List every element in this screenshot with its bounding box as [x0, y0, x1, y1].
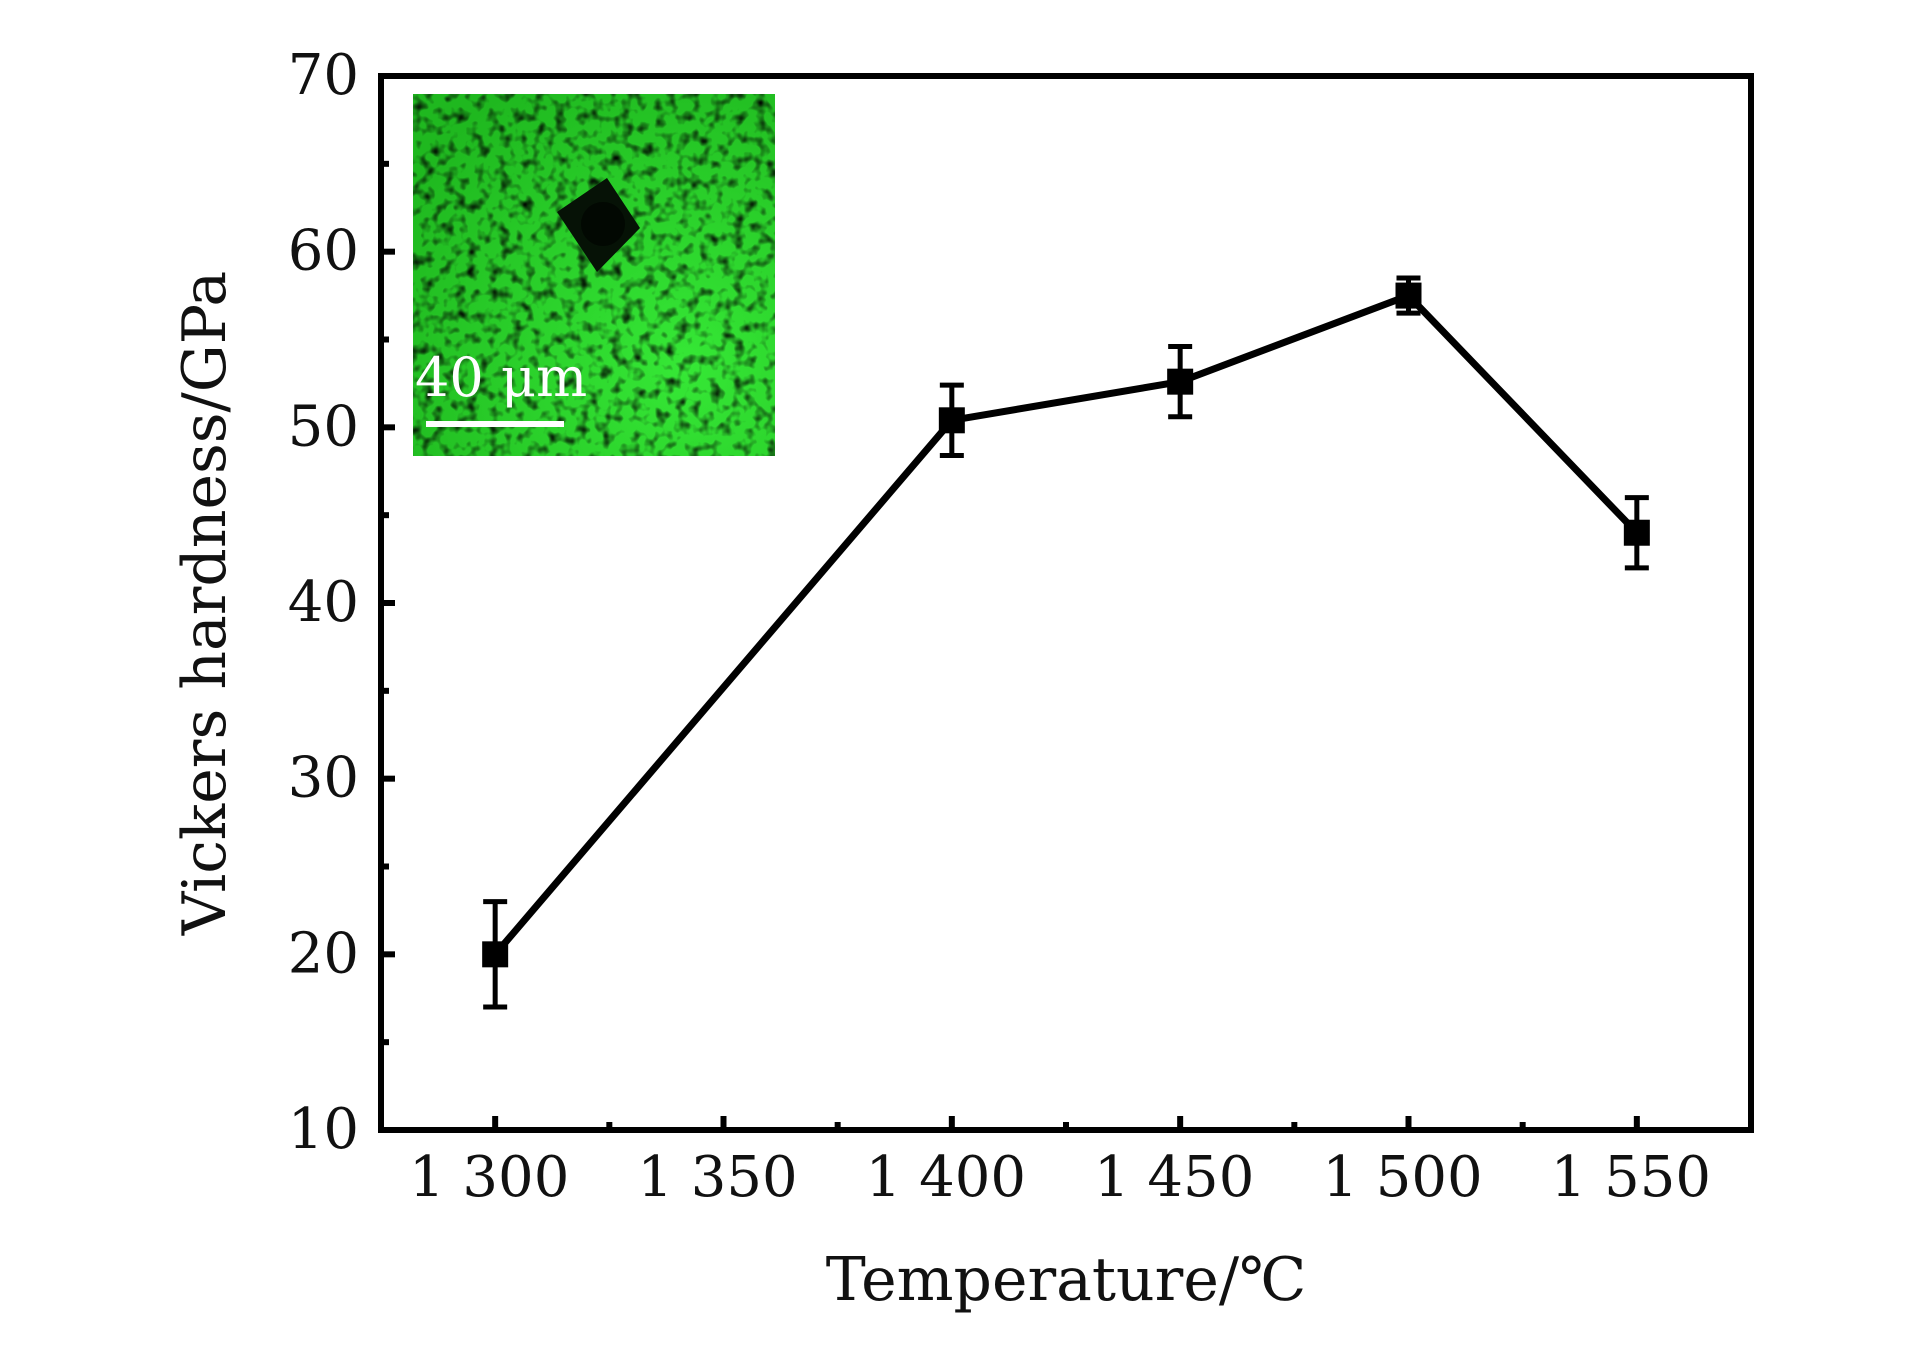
x-tick-label: 1 300: [409, 1145, 569, 1210]
data-point: [938, 407, 965, 434]
y-tick-label: 30: [288, 746, 359, 811]
y-tick-label: 70: [288, 43, 359, 108]
y-tick-label: 60: [288, 219, 359, 284]
y-tick-label: 10: [288, 1097, 359, 1162]
x-tick-label: 1 400: [866, 1145, 1026, 1210]
data-marks: [482, 275, 1650, 1010]
y-tick-label: 40: [288, 570, 359, 635]
y-axis-label: Vickers hardness/GPa: [170, 271, 240, 936]
data-point: [482, 941, 509, 968]
y-tick-label: 20: [288, 921, 359, 986]
data-point: [1395, 282, 1422, 309]
data-point: [1167, 368, 1194, 395]
scale-bar: [426, 421, 564, 427]
x-tick-label: 1 550: [1551, 1145, 1711, 1210]
x-axis-label: Temperature/℃: [826, 1245, 1306, 1315]
micrograph-inset: 40 μm: [413, 94, 775, 456]
x-tick-label: 1 450: [1094, 1145, 1254, 1210]
scale-bar-label: 40 μm: [415, 346, 587, 409]
axes: 10 20 30 40 50 60 70 1 300 1 350 1 400 1 450 1 500 1…: [288, 43, 1711, 1210]
data-point: [1623, 519, 1650, 546]
x-tick-label: 1 500: [1322, 1145, 1482, 1210]
y-tick-label: 50: [288, 394, 359, 459]
x-tick-label: 1 350: [637, 1145, 797, 1210]
